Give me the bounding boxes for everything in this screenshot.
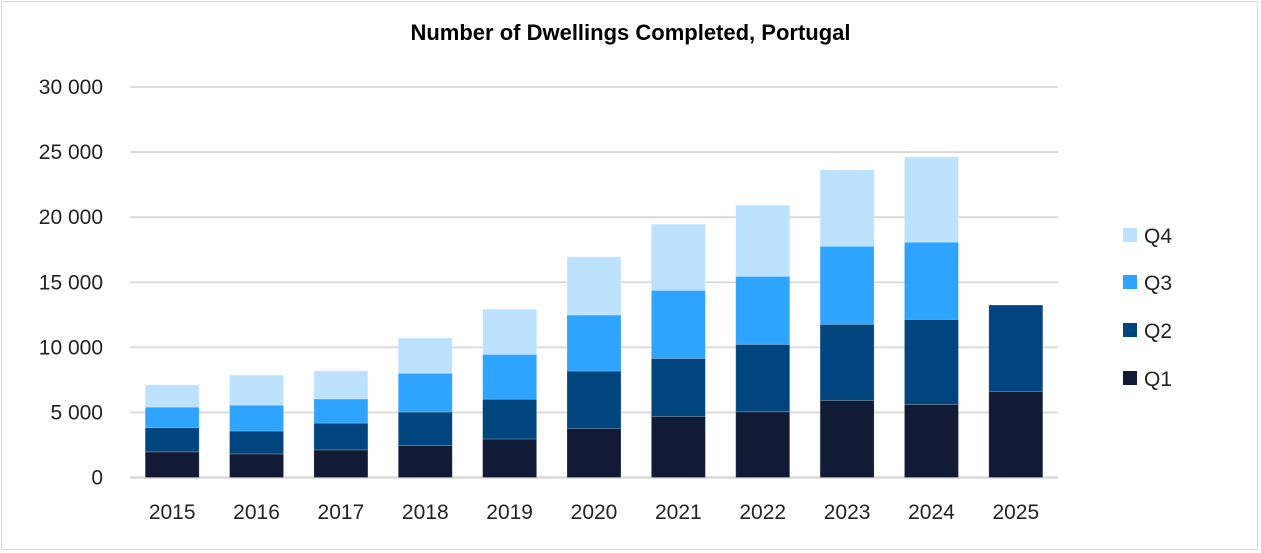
legend-label-q1: Q1	[1144, 368, 1172, 391]
legend-label-q4: Q4	[1144, 225, 1172, 248]
bar-q2-2015	[144, 427, 200, 453]
bar-q4-2024	[904, 156, 959, 243]
bar-q2-2016	[229, 430, 284, 455]
bar-q1-2025	[988, 390, 1044, 478]
y-tick-label: 30 000	[39, 76, 103, 99]
bar-q2-2021	[650, 357, 706, 417]
bar-q4-2022	[735, 204, 791, 277]
bar-q2-2020	[566, 370, 622, 429]
bar-q1-2023	[819, 400, 875, 478]
y-tick-label: 0	[91, 467, 103, 490]
bar-q1-2021	[650, 416, 706, 478]
x-tick-label: 2021	[655, 501, 702, 524]
chart-title: Number of Dwellings Completed, Portugal	[410, 20, 851, 45]
bar-q1-2024	[904, 403, 959, 478]
bar-q3-2018	[397, 372, 453, 413]
legend-label-q2: Q2	[1144, 320, 1172, 343]
bar-q4-2021	[650, 223, 706, 291]
bar-q3-2017	[313, 398, 369, 424]
bar-q4-2019	[482, 308, 538, 355]
bar-q2-2025	[988, 304, 1044, 392]
bar-q1-2020	[566, 428, 622, 478]
bar-q2-2018	[397, 411, 453, 447]
bar-q2-2019	[482, 398, 538, 440]
y-tick-label: 20 000	[39, 206, 103, 229]
bar-q3-2020	[566, 314, 622, 372]
bar-q1-2016	[229, 453, 284, 478]
bar-q2-2022	[735, 343, 791, 413]
bar-q1-2018	[397, 445, 453, 478]
x-tick-label: 2019	[486, 501, 533, 524]
bar-q4-2017	[313, 370, 369, 400]
x-tick-label: 2016	[233, 501, 280, 524]
y-tick-label: 25 000	[39, 141, 103, 164]
bar-q3-2021	[650, 289, 706, 359]
bar-q4-2016	[229, 374, 284, 406]
bar-q3-2024	[904, 241, 959, 320]
y-tick-label: 5 000	[50, 401, 103, 424]
bar-q1-2015	[144, 451, 200, 478]
legend-swatch-q2	[1123, 323, 1137, 337]
bar-q3-2023	[819, 245, 875, 325]
bar-q2-2024	[904, 318, 959, 405]
bar-q3-2016	[229, 404, 284, 432]
bar-q4-2020	[566, 256, 622, 316]
bar-q4-2018	[397, 337, 453, 374]
bar-q1-2017	[313, 449, 369, 478]
legend-swatch-q4	[1123, 228, 1137, 242]
bar-q4-2023	[819, 169, 875, 247]
bar-q1-2022	[735, 411, 791, 478]
bar-q3-2015	[144, 406, 200, 429]
x-tick-label: 2015	[149, 501, 196, 524]
bar-q2-2017	[313, 422, 369, 451]
legend-swatch-q3	[1123, 275, 1137, 289]
legend-swatch-q1	[1123, 371, 1137, 385]
bar-q2-2023	[819, 323, 875, 401]
x-tick-label: 2017	[318, 501, 365, 524]
y-tick-label: 15 000	[39, 271, 103, 294]
y-tick-label: 10 000	[39, 336, 103, 359]
x-tick-label: 2024	[908, 501, 955, 524]
legend-label-q3: Q3	[1144, 272, 1172, 295]
bar-q4-2015	[144, 384, 200, 408]
x-tick-label: 2018	[402, 501, 449, 524]
bar-q3-2022	[735, 275, 791, 345]
bar-q1-2019	[482, 438, 538, 478]
x-tick-label: 2020	[571, 501, 618, 524]
x-tick-label: 2022	[739, 501, 786, 524]
bar-q3-2019	[482, 353, 538, 400]
x-tick-label: 2025	[992, 501, 1039, 524]
x-tick-label: 2023	[824, 501, 871, 524]
